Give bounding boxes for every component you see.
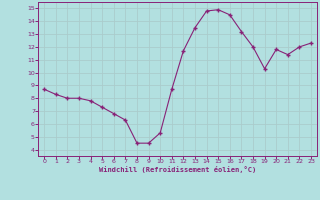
X-axis label: Windchill (Refroidissement éolien,°C): Windchill (Refroidissement éolien,°C) xyxy=(99,166,256,173)
